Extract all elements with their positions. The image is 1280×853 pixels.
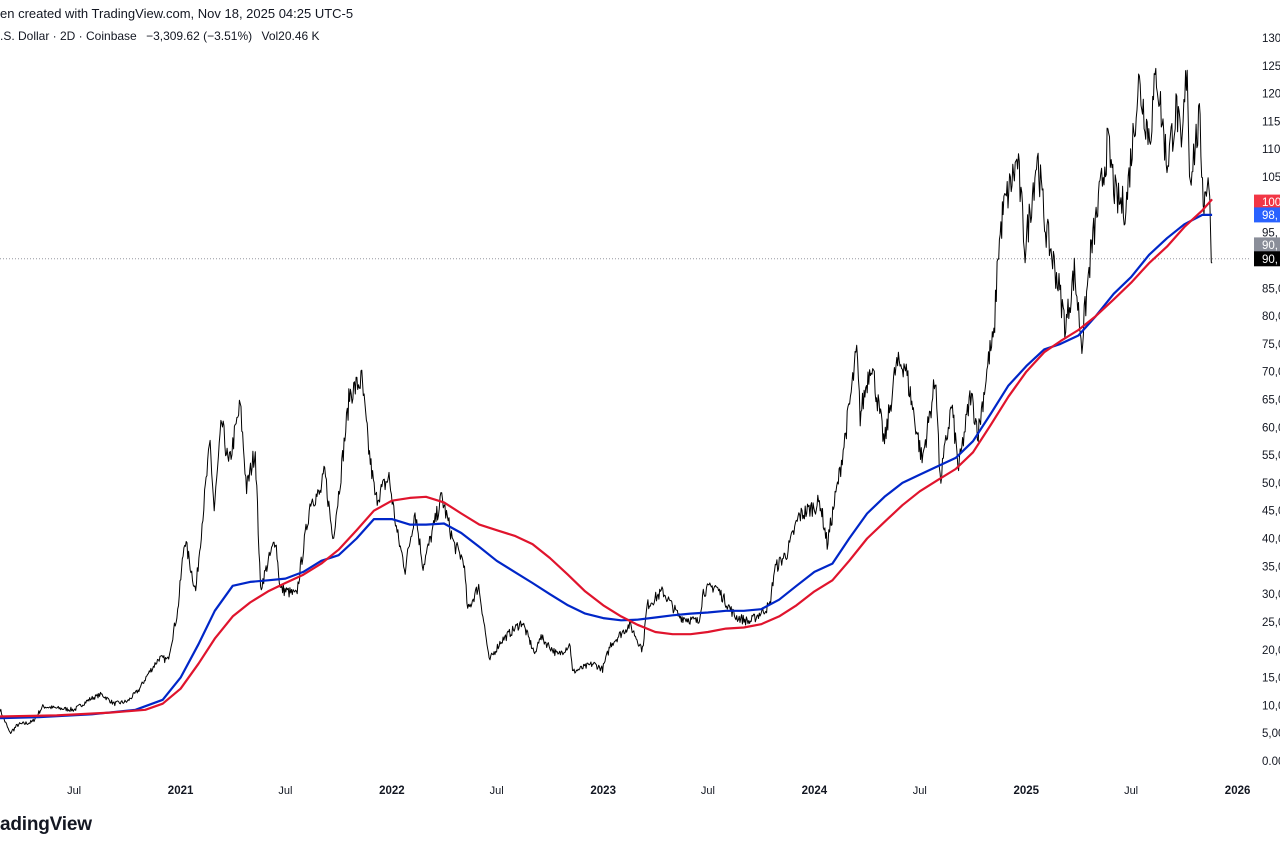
x-tick-label: Jul — [913, 785, 927, 797]
x-tick-label: Jul — [701, 785, 715, 797]
y-tick-label: 30,0 — [1262, 589, 1280, 601]
x-tick-label: 2025 — [1014, 785, 1040, 797]
y-tick-label: 75,0 — [1262, 339, 1280, 351]
y-axis[interactable]: 130 125 120 115 110 105 95, 85,0 80,0 75,0 70,0 65,… — [1262, 33, 1280, 768]
y-tick-label: 120 — [1262, 89, 1280, 101]
series-layer — [0, 67, 1213, 734]
y-tick-label: 70,0 — [1262, 367, 1280, 379]
red-moving-average-line — [0, 198, 1213, 718]
price-label-text: 90, — [1262, 254, 1278, 266]
price-label-box — [1254, 194, 1280, 210]
y-tick-label: 85,0 — [1262, 283, 1280, 295]
y-tick-label: 45,0 — [1262, 506, 1280, 518]
price-change: −3,309.62 (−3.51%) — [146, 29, 253, 43]
price-label-text: 98, — [1262, 210, 1278, 222]
y-tick-label: 20,0 — [1262, 645, 1280, 657]
x-tick-label: 2022 — [379, 785, 405, 797]
price-label-text: 90, — [1262, 240, 1278, 252]
tradingview-logo-text[interactable]: adingView — [0, 814, 92, 835]
x-tick-label: 2023 — [590, 785, 616, 797]
x-axis[interactable]: Jul 2021 Jul 2022 Jul 2023 Jul 2024 Jul 2025 Jul 20… — [67, 785, 1250, 797]
x-tick-label: Jul — [278, 785, 292, 797]
y-tick-label: 40,0 — [1262, 534, 1280, 546]
x-tick-label: 2021 — [168, 785, 194, 797]
price-label-box — [1254, 251, 1280, 267]
y-tick-label: 15,0 — [1262, 673, 1280, 685]
y-tick-label: 35,0 — [1262, 561, 1280, 573]
y-tick-label: 65,0 — [1262, 395, 1280, 407]
y-tick-label: 0.00 — [1262, 756, 1280, 768]
x-tick-label: Jul — [490, 785, 504, 797]
x-tick-label: Jul — [67, 785, 81, 797]
y-tick-label: 105 — [1262, 172, 1280, 184]
created-caption: en created with TradingView.com, Nov 18,… — [0, 6, 354, 21]
y-tick-label: 55,0 — [1262, 450, 1280, 462]
y-tick-label: 10,0 — [1262, 700, 1280, 712]
y-tick-label: 130 — [1262, 33, 1280, 45]
chart-header: en created with TradingView.com, Nov 18,… — [0, 0, 1280, 60]
y-tick-label: 60,0 — [1262, 422, 1280, 434]
price-label-box — [1254, 237, 1280, 253]
symbol-name[interactable]: .S. Dollar · 2D · Coinbase — [0, 29, 137, 43]
y-tick-label: 110 — [1262, 144, 1280, 156]
price-label-text: 100 — [1262, 197, 1280, 209]
y-tick-label: 125 — [1262, 61, 1280, 73]
x-tick-label: Jul — [1124, 785, 1138, 797]
y-tick-label: 80,0 — [1262, 311, 1280, 323]
x-tick-label: 2026 — [1225, 785, 1251, 797]
blue-moving-average-line — [0, 213, 1213, 720]
price-label-box — [1254, 207, 1280, 223]
volume-value: Vol20.46 K — [261, 29, 320, 43]
price-series-line — [0, 67, 1213, 734]
y-tick-label: 5,00 — [1262, 728, 1280, 740]
y-tick-label: 25,0 — [1262, 617, 1280, 629]
y-tick-label: 115 — [1262, 116, 1280, 128]
x-tick-label: 2024 — [802, 785, 828, 797]
symbol-legend[interactable]: .S. Dollar · 2D · Coinbase −3,309.62 (−3… — [0, 29, 320, 43]
y-tick-label: 95, — [1262, 228, 1278, 240]
y-tick-label: 50,0 — [1262, 478, 1280, 490]
